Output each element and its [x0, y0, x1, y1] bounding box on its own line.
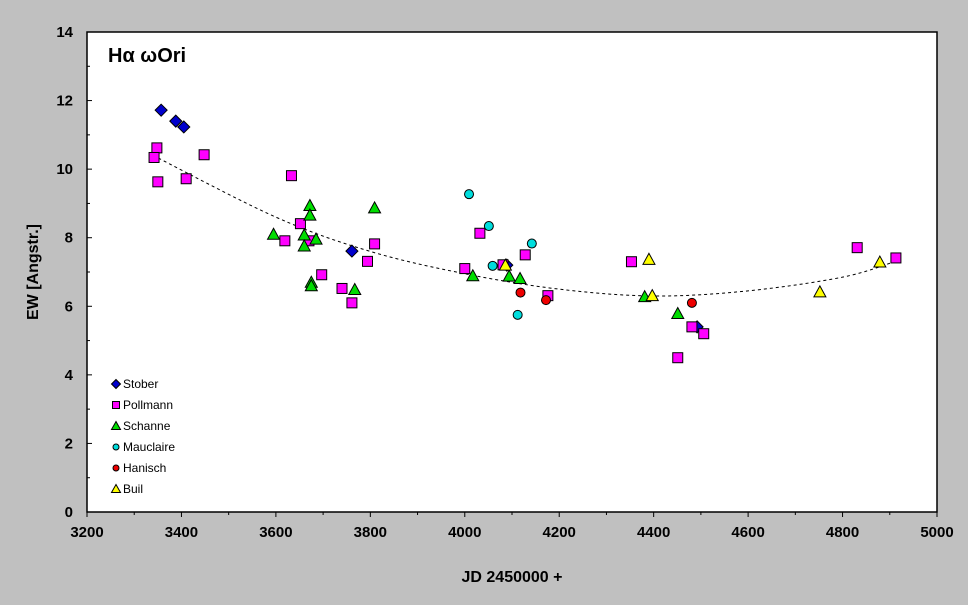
y-tick-label: 12: [56, 93, 73, 110]
chart-title: Hα ωOri: [108, 45, 186, 67]
data-point-pollmann: [362, 255, 373, 267]
data-point-mauclaire: [487, 260, 498, 271]
data-point-schanne: [266, 227, 281, 240]
series-buil: [498, 252, 887, 302]
x-tick-label: 4400: [637, 524, 670, 541]
data-point-pollmann: [686, 321, 698, 333]
legend-label-mauclaire: Mauclaire: [123, 440, 175, 454]
data-point-schanne: [502, 269, 517, 282]
legend-marker-pollmann: [112, 401, 120, 409]
data-point-stober: [169, 114, 183, 128]
x-tick-label: 5000: [920, 524, 953, 541]
series-mauclaire: [464, 189, 537, 320]
data-point-pollmann: [152, 176, 164, 188]
series-hanisch: [515, 287, 697, 308]
data-point-pollmann: [180, 173, 192, 185]
legend-label-buil: Buil: [123, 482, 143, 496]
data-point-mauclaire: [512, 309, 523, 320]
data-point-schanne: [304, 278, 319, 292]
y-tick-label: 10: [56, 161, 73, 178]
data-point-pollmann: [294, 218, 306, 230]
data-point-pollmann: [519, 249, 531, 261]
data-point-pollmann: [285, 170, 297, 182]
data-point-pollmann: [474, 227, 486, 239]
data-point-mauclaire: [526, 238, 537, 249]
data-point-hanisch: [686, 297, 697, 308]
data-point-schanne: [465, 268, 480, 282]
legend-marker-stober: [110, 378, 122, 390]
legend-label-stober: Stober: [123, 377, 158, 391]
y-tick-label: 2: [65, 435, 73, 452]
y-tick-label: 0: [65, 504, 73, 521]
x-tick-label: 4200: [543, 524, 576, 541]
data-point-pollmann: [851, 242, 863, 254]
data-point-schanne: [297, 238, 312, 252]
y-tick-label: 6: [65, 298, 73, 315]
legend: Stober Pollmann Schanne Mauclaire Hanisch Bui…: [110, 377, 175, 496]
data-point-stober: [154, 103, 168, 117]
legend-marker-mauclaire: [112, 443, 120, 451]
data-point-pollmann: [316, 269, 328, 281]
legend-label-hanisch: Hanisch: [123, 461, 166, 475]
legend-label-schanne: Schanne: [123, 419, 171, 433]
y-axis-label: EW [Angstr.]: [25, 224, 42, 320]
x-tick-label: 4000: [448, 524, 481, 541]
x-tick-label: 3200: [70, 524, 103, 541]
data-point-schanne: [303, 208, 317, 221]
data-point-schanne: [347, 282, 362, 295]
data-point-schanne: [513, 271, 527, 285]
data-point-pollmann: [890, 252, 902, 264]
data-point-buil: [873, 255, 887, 268]
data-point-pollmann: [148, 151, 160, 163]
data-point-mauclaire: [464, 189, 475, 200]
data-point-pollmann: [698, 328, 710, 340]
data-point-stober: [345, 244, 359, 258]
x-axis-label: JD 2450000 +: [462, 569, 563, 586]
data-point-stober: [177, 120, 191, 134]
data-point-pollmann: [279, 235, 291, 247]
data-point-mauclaire: [483, 221, 494, 232]
data-point-schanne: [309, 232, 323, 245]
data-point-pollmann: [625, 256, 637, 268]
data-point-buil: [642, 252, 656, 265]
data-point-schanne: [367, 200, 382, 214]
y-tick-label: 8: [65, 230, 73, 247]
plot-area: [86, 31, 938, 513]
data-point-schanne: [670, 306, 685, 319]
series-schanne: [266, 198, 685, 319]
legend-label-pollmann: Pollmann: [123, 398, 173, 412]
x-tick-label: 3600: [259, 524, 292, 541]
data-point-hanisch: [541, 295, 551, 306]
data-point-hanisch: [515, 287, 526, 298]
series-pollmann: [148, 142, 902, 364]
data-point-buil: [498, 258, 513, 271]
data-point-buil: [813, 284, 827, 298]
legend-marker-schanne: [110, 420, 122, 430]
x-tick-label: 3400: [165, 524, 198, 541]
data-point-pollmann: [672, 352, 684, 364]
data-point-pollmann: [459, 263, 471, 275]
x-tick-label: 4800: [826, 524, 859, 541]
data-point-pollmann: [369, 238, 381, 250]
y-tick-label: 14: [56, 24, 73, 41]
legend-marker-buil: [110, 483, 122, 493]
data-point-pollmann: [151, 142, 163, 154]
x-tick-label: 3800: [354, 524, 387, 541]
data-point-pollmann: [198, 149, 210, 161]
legend-marker-hanisch: [112, 464, 120, 472]
x-tick-label: 4600: [731, 524, 764, 541]
y-tick-label: 4: [65, 367, 74, 384]
data-point-pollmann: [336, 282, 348, 294]
data-point-buil: [645, 288, 660, 302]
trendline: [152, 154, 895, 297]
data-point-pollmann: [346, 297, 358, 309]
